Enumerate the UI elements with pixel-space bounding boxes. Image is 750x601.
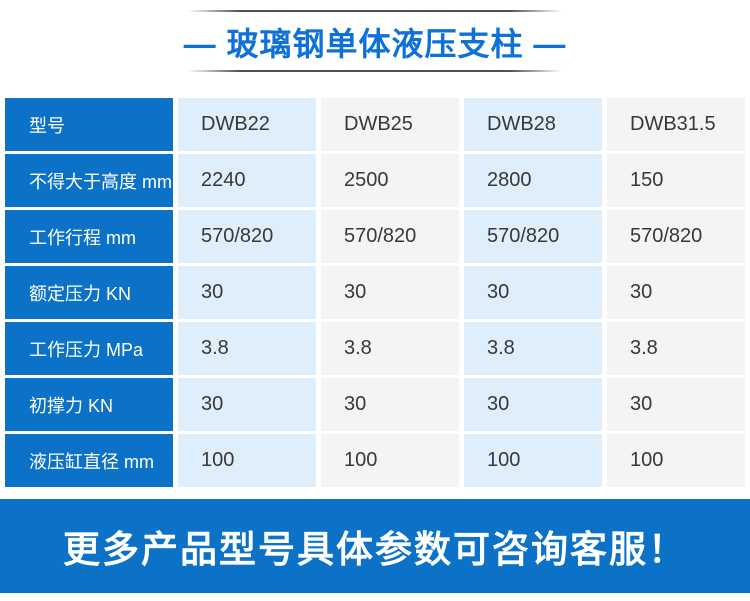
spec-value: 30 — [321, 378, 459, 431]
page-title: — 玻璃钢单体液压支柱 — — [183, 26, 567, 62]
spec-value: 2240 — [178, 154, 316, 207]
row-label-cylinder-diameter: 液压缸直径 mm — [5, 434, 173, 487]
row-label-working-pressure: 工作压力 MPa — [5, 322, 173, 375]
spec-value: 3.8 — [464, 322, 602, 375]
spec-value: 3.8 — [321, 322, 459, 375]
model-header: DWB31.5 — [607, 98, 745, 151]
spec-value: 30 — [464, 266, 602, 319]
spec-value: 100 — [178, 434, 316, 487]
title-section: — 玻璃钢单体液压支柱 — — [0, 0, 750, 98]
spec-value: 100 — [607, 434, 745, 487]
spec-value: 2800 — [464, 154, 602, 207]
model-header: DWB25 — [321, 98, 459, 151]
spec-value: 570/820 — [607, 210, 745, 263]
spec-value: 30 — [321, 266, 459, 319]
spec-value: 570/820 — [464, 210, 602, 263]
spec-value: 30 — [178, 378, 316, 431]
row-label-stroke: 工作行程 mm — [5, 210, 173, 263]
model-header: DWB28 — [464, 98, 602, 151]
model-header: DWB22 — [178, 98, 316, 151]
spec-value: 570/820 — [321, 210, 459, 263]
title-divider-top — [188, 10, 562, 12]
spec-value: 150 — [607, 154, 745, 207]
spec-value: 30 — [178, 266, 316, 319]
spec-value: 100 — [321, 434, 459, 487]
title-divider-bottom — [188, 70, 562, 72]
row-label-rated-pressure: 额定压力 KN — [5, 266, 173, 319]
spec-value: 570/820 — [178, 210, 316, 263]
contact-service-banner: 更多产品型号具体参数可咨询客服！ — [0, 499, 750, 593]
spec-value: 3.8 — [607, 322, 745, 375]
spec-value: 30 — [607, 378, 745, 431]
row-label-model: 型号 — [5, 98, 173, 151]
spec-value: 30 — [607, 266, 745, 319]
spec-value: 2500 — [321, 154, 459, 207]
row-label-initial-force: 初撑力 KN — [5, 378, 173, 431]
row-label-max-height: 不得大于高度 mm — [5, 154, 173, 207]
spec-value: 30 — [464, 378, 602, 431]
spec-value: 100 — [464, 434, 602, 487]
spec-value: 3.8 — [178, 322, 316, 375]
spec-table: 型号 DWB22 DWB25 DWB28 DWB31.5 不得大于高度 mm 2… — [5, 98, 745, 487]
